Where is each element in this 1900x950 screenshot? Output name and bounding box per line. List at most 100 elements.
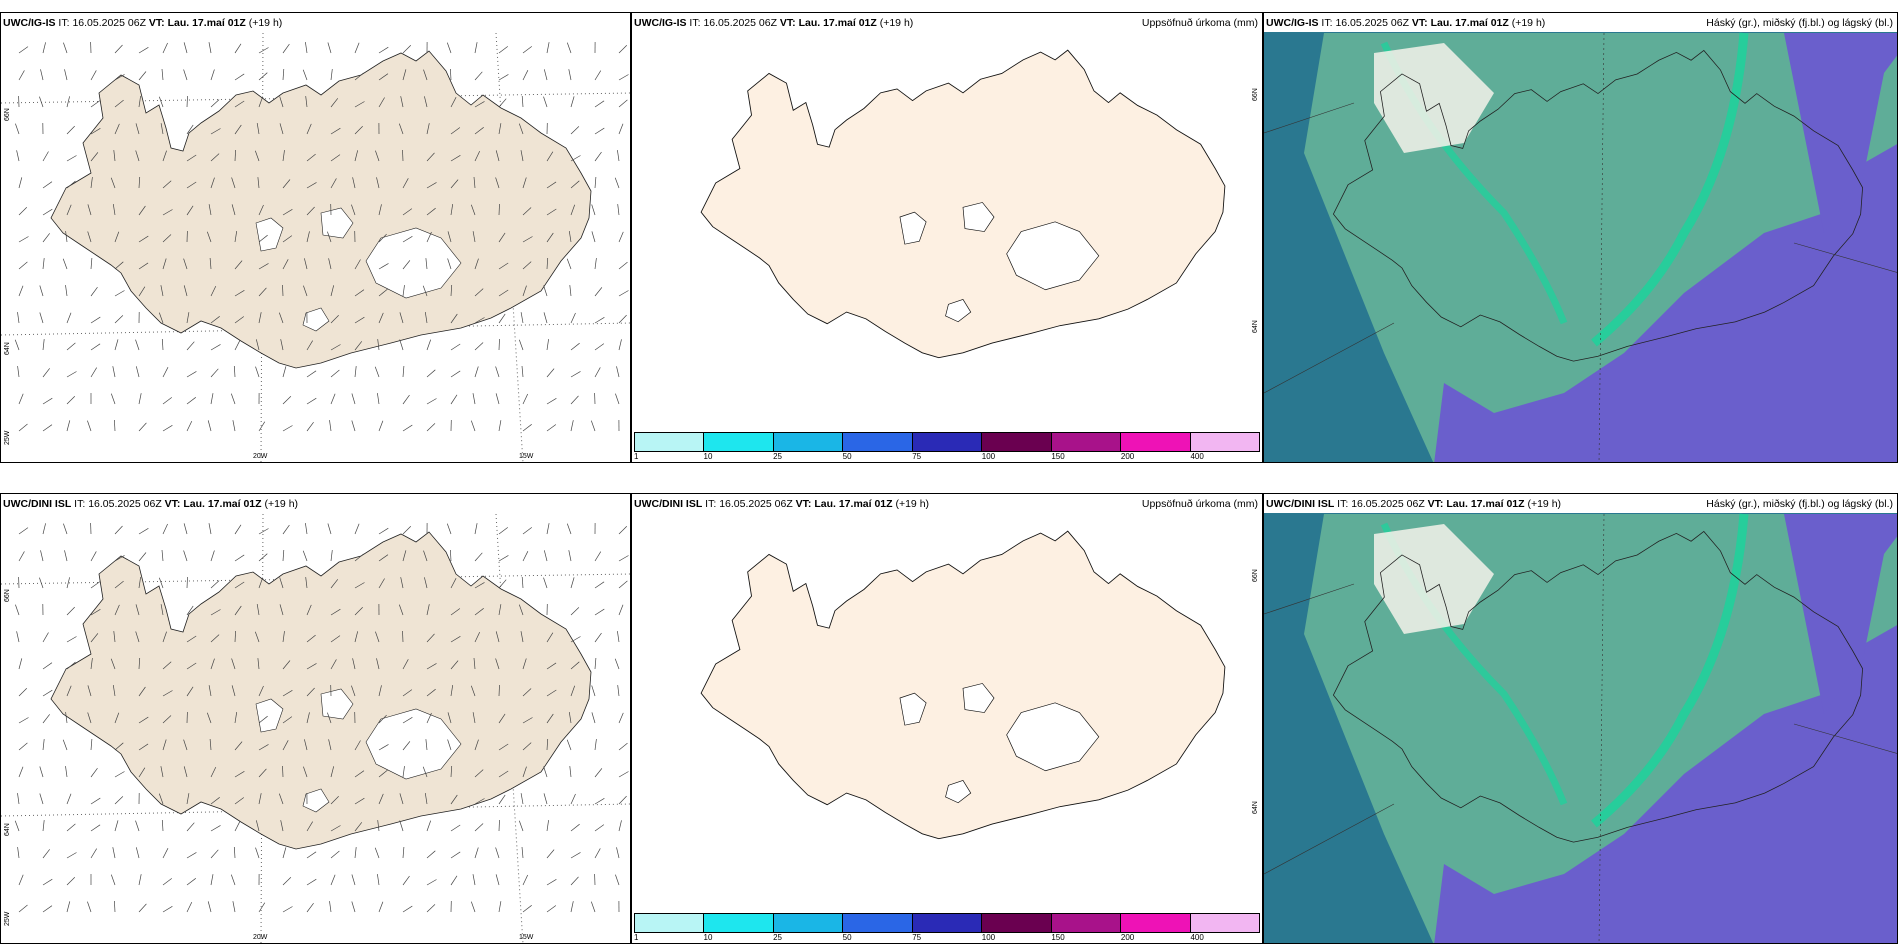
wind-barb <box>18 177 23 189</box>
wind-barb <box>135 150 140 162</box>
wind-barb <box>87 204 92 216</box>
wind-barb <box>615 393 620 405</box>
wind-barb <box>330 659 337 670</box>
wind-barb <box>17 366 20 378</box>
wind-barb <box>135 631 140 643</box>
wind-barb <box>234 712 238 724</box>
colorbar-tick-label: 75 <box>912 933 922 942</box>
wind-barb <box>498 313 506 324</box>
wind-barb <box>112 685 116 697</box>
wind-barb <box>234 73 245 81</box>
wind-barb <box>330 369 340 378</box>
wind-barb <box>138 903 147 913</box>
wind-barb <box>354 797 365 805</box>
wind-barb <box>594 317 605 324</box>
wind-barb <box>306 421 314 432</box>
wind-barb <box>566 739 572 751</box>
wind-barb <box>42 689 53 697</box>
wind-barb <box>330 850 340 859</box>
wind-barb <box>231 658 236 670</box>
wind-barb <box>330 285 335 297</box>
wind-barb <box>282 660 291 670</box>
wind-barb <box>474 608 484 616</box>
wind-barb <box>570 876 579 886</box>
colorbar-tick-label: 75 <box>912 452 922 461</box>
wind-barb <box>450 851 461 859</box>
wind-barb <box>378 554 389 562</box>
wind-barb <box>63 42 68 54</box>
wind-barb <box>617 685 620 697</box>
wind-barb <box>474 847 479 859</box>
glacier <box>302 307 330 332</box>
wind-barb <box>40 69 44 81</box>
wind-barb <box>66 371 77 378</box>
wind-barb <box>354 125 363 135</box>
wind-barb <box>90 767 98 778</box>
wind-barb <box>186 420 193 432</box>
wind-barb <box>306 123 312 135</box>
wind-barb <box>354 631 359 643</box>
wind-barb <box>498 770 509 778</box>
wind-barb <box>138 205 146 216</box>
wind-barb <box>282 209 293 216</box>
wind-barb <box>495 874 500 886</box>
wind-barb <box>495 366 500 378</box>
wind-barb <box>568 69 572 81</box>
wind-barb <box>594 127 605 135</box>
cloud-map <box>1264 494 1897 943</box>
wind-barb <box>402 149 404 162</box>
wind-barb <box>330 344 341 351</box>
wind-barb <box>42 905 53 913</box>
wind-barb <box>426 820 432 832</box>
wind-barb <box>138 743 149 751</box>
wind-barb <box>351 901 356 913</box>
wind-barb <box>426 904 436 913</box>
wind-barbs <box>14 41 629 432</box>
panel-header: UWC/IG-IS IT: 16.05.2025 06Z VT: Lau. 17… <box>3 17 283 29</box>
wind-barb <box>255 847 260 859</box>
wind-barb <box>377 339 380 351</box>
wind-barb <box>16 631 20 643</box>
wind-barb <box>546 523 550 535</box>
wind-barb <box>162 690 173 697</box>
wind-barb <box>306 851 317 859</box>
wind-barb <box>110 874 116 886</box>
wind-barb <box>114 261 124 270</box>
wind-barb <box>234 100 245 108</box>
wind-barb <box>543 577 548 589</box>
wind-barb <box>255 339 260 351</box>
wind-barb <box>17 793 20 805</box>
wind-barb <box>570 395 579 405</box>
wind-barb <box>330 314 339 324</box>
wind-barb <box>162 180 172 189</box>
wind-barb <box>110 658 116 670</box>
wind-barb <box>210 580 220 589</box>
wind-barb <box>64 550 68 562</box>
wind-barb <box>66 661 76 670</box>
wind-barb <box>546 257 549 270</box>
panel-header: UWC/IG-IS IT: 16.05.2025 06Z VT: Lau. 17… <box>1264 13 1897 32</box>
wind-barb <box>18 658 23 670</box>
wind-barb <box>402 45 412 54</box>
wind-barb <box>546 738 549 751</box>
wind-barb <box>546 42 550 54</box>
wind-barb <box>66 96 70 108</box>
wind-barb <box>498 794 506 805</box>
wind-barb <box>183 258 188 270</box>
wind-barb <box>258 902 266 913</box>
wind-panel-bottom: UWC/DINI ISL IT: 16.05.2025 06Z VT: Lau.… <box>0 493 631 944</box>
wind-barb <box>231 177 236 189</box>
wind-barb <box>90 100 101 108</box>
wind-barb <box>306 182 317 189</box>
wind-barb <box>446 42 452 54</box>
wind-barb <box>42 849 50 859</box>
colorbar-segment <box>1190 433 1259 451</box>
wind-barb <box>258 744 269 751</box>
wind-barb <box>18 874 24 886</box>
graticule <box>1598 32 1605 462</box>
wind-barb <box>450 685 454 697</box>
wind-barb <box>210 874 214 886</box>
wind-barb <box>498 527 509 535</box>
wind-barb <box>90 152 99 162</box>
glacier <box>962 683 995 713</box>
